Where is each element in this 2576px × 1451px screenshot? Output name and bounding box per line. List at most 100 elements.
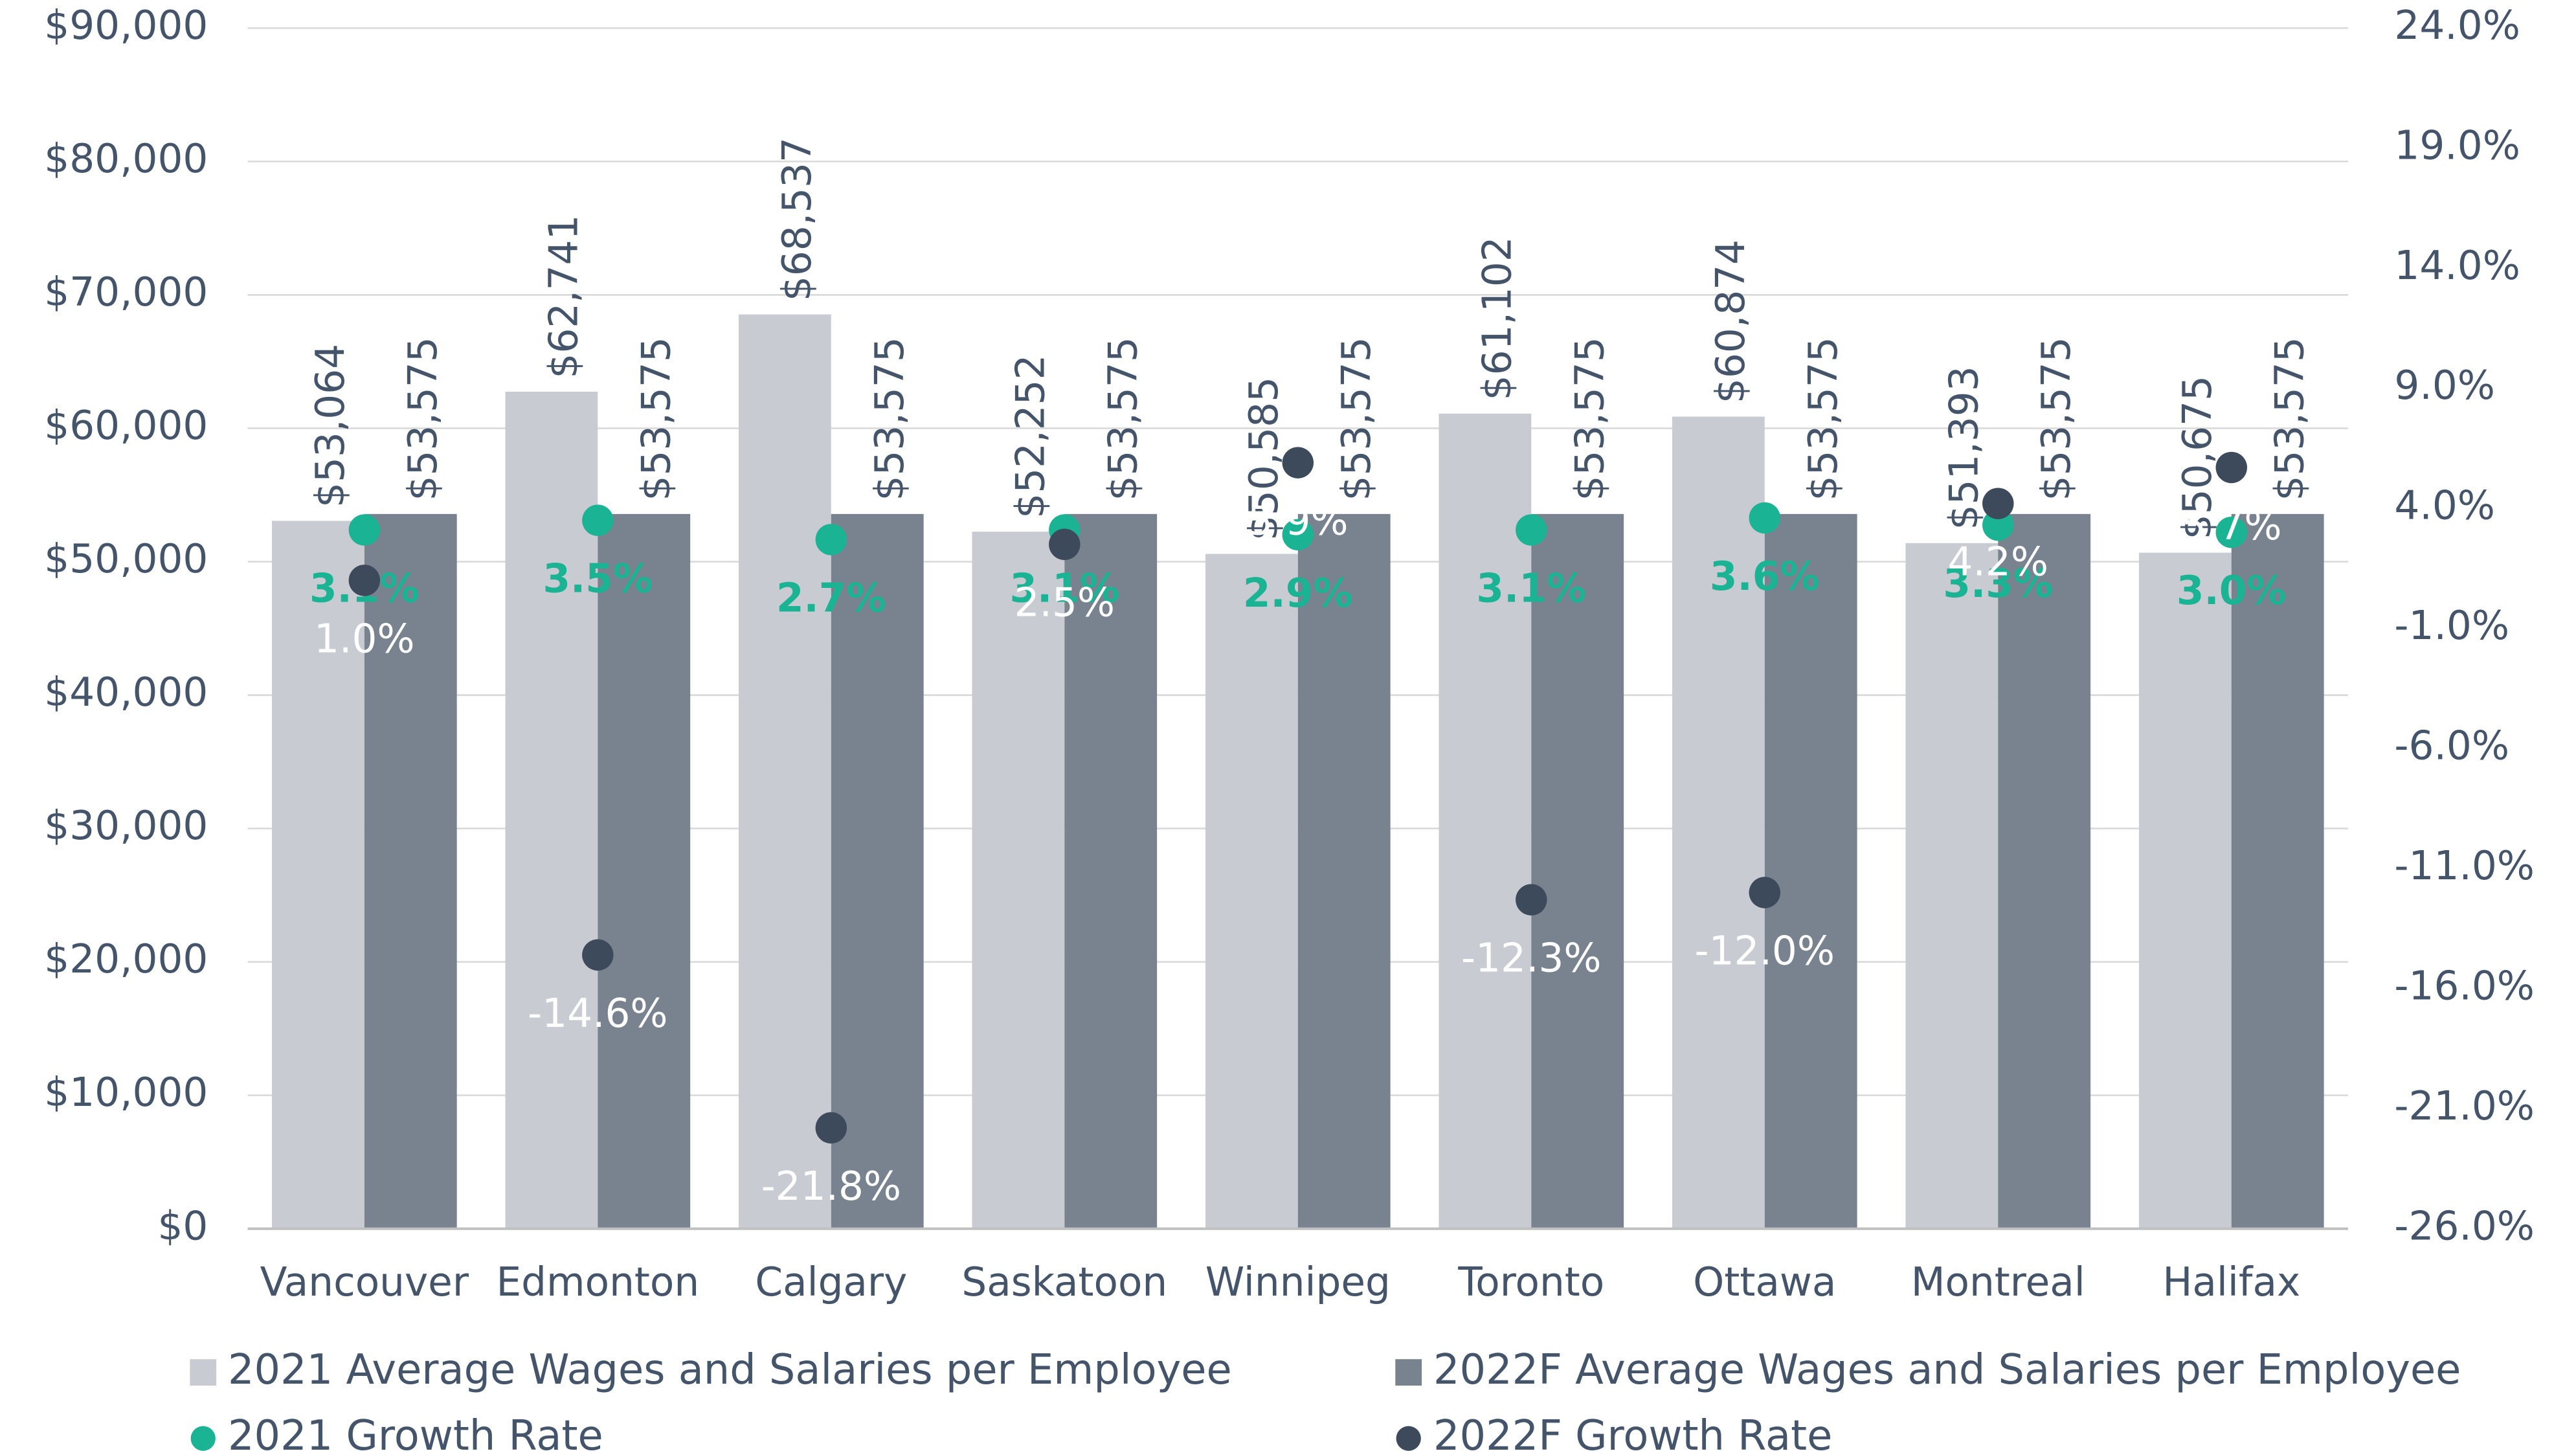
growth-label: 3.1% bbox=[1009, 565, 1119, 611]
growth-label: -12.3% bbox=[1461, 936, 1602, 982]
growth-label: -14.6% bbox=[528, 991, 668, 1037]
bar-value-label: $53,575 bbox=[2033, 337, 2079, 501]
bar bbox=[1064, 513, 1158, 1229]
growth-label: 2.5% bbox=[1014, 580, 1115, 626]
bar-value-label: $60,874 bbox=[1708, 240, 1754, 403]
y2-tick-label: -16.0% bbox=[2394, 963, 2535, 1009]
growth-dot bbox=[815, 524, 847, 556]
growth-label: -12.0% bbox=[1695, 928, 1835, 974]
legend-label: 2022F Growth Rate bbox=[1433, 1412, 1832, 1451]
bar bbox=[1998, 513, 2091, 1229]
growth-label: 4.2% bbox=[1948, 539, 2049, 585]
x-tick-label: Toronto bbox=[1457, 1259, 1604, 1305]
growth-dot bbox=[2215, 516, 2247, 548]
growth-label: 2.7% bbox=[776, 575, 886, 621]
bar bbox=[831, 513, 924, 1229]
growth-dot bbox=[1282, 519, 1314, 551]
x-tick-label: Montreal bbox=[1911, 1259, 2085, 1305]
bar bbox=[2231, 513, 2324, 1229]
growth-dot bbox=[815, 1112, 847, 1144]
bar bbox=[1531, 513, 1624, 1229]
bar bbox=[972, 532, 1065, 1229]
y2-tick-label: 14.0% bbox=[2394, 243, 2520, 289]
bar-value-label: $52,252 bbox=[1007, 355, 1053, 519]
bar-value-label: $53,575 bbox=[2267, 337, 2313, 501]
bar-value-label: $53,575 bbox=[1800, 337, 1846, 501]
y2-tick-label: 9.0% bbox=[2394, 363, 2495, 409]
bar bbox=[738, 314, 831, 1229]
y-tick-label: $10,000 bbox=[44, 1070, 208, 1116]
legend-label: 2021 Average Wages and Salaries per Empl… bbox=[228, 1346, 1232, 1394]
bar bbox=[1764, 513, 1857, 1229]
bar-value-label: $53,575 bbox=[1100, 337, 1146, 501]
y-tick-label: $30,000 bbox=[44, 803, 208, 849]
y2-tick-label: -1.0% bbox=[2394, 603, 2509, 649]
growth-label: 1.0% bbox=[314, 616, 415, 662]
x-tick-label: Vancouver bbox=[260, 1259, 469, 1305]
growth-label: 2.9% bbox=[1243, 570, 1353, 616]
bar bbox=[272, 521, 364, 1229]
bar-value-label: $50,675 bbox=[2175, 376, 2221, 539]
bar-value-label: $61,102 bbox=[1474, 236, 1520, 400]
bar bbox=[598, 513, 691, 1229]
growth-dot bbox=[1749, 877, 1781, 908]
y-tick-label: $80,000 bbox=[44, 136, 208, 182]
growth-dot bbox=[582, 939, 614, 971]
x-tick-label: Halifax bbox=[2162, 1259, 2300, 1305]
growth-dot bbox=[582, 504, 614, 536]
y2-tick-label: -21.0% bbox=[2394, 1083, 2535, 1129]
y2-tick-label: 24.0% bbox=[2394, 3, 2520, 49]
legend-swatch bbox=[190, 1359, 217, 1386]
bar-value-label: $51,393 bbox=[1941, 366, 1987, 530]
x-tick-label: Winnipeg bbox=[1205, 1259, 1391, 1305]
x-tick-label: Edmonton bbox=[497, 1259, 700, 1305]
growth-dot bbox=[1982, 509, 2014, 541]
bar-value-label: $53,575 bbox=[633, 337, 679, 501]
bar bbox=[2138, 552, 2232, 1229]
x-tick-label: Calgary bbox=[755, 1259, 907, 1305]
y-tick-label: $70,000 bbox=[44, 269, 208, 315]
growth-label: 3.0% bbox=[2177, 568, 2287, 614]
growth-dot bbox=[1749, 502, 1781, 534]
bar-value-label: $53,575 bbox=[867, 337, 913, 501]
y2-tick-label: -26.0% bbox=[2394, 1203, 2535, 1249]
growth-dot bbox=[1049, 528, 1081, 560]
growth-dot bbox=[1516, 884, 1547, 916]
y-tick-label: $60,000 bbox=[44, 403, 208, 449]
y-tick-label: $90,000 bbox=[44, 3, 208, 49]
bar bbox=[1672, 416, 1765, 1229]
growth-dot bbox=[348, 565, 381, 596]
growth-dot bbox=[348, 514, 381, 546]
growth-dot bbox=[2215, 451, 2247, 484]
growth-dot bbox=[1282, 447, 1314, 478]
x-tick-label: Saskatoon bbox=[961, 1259, 1167, 1305]
bar bbox=[505, 391, 598, 1229]
legend-label: 2022F Average Wages and Salaries per Emp… bbox=[1433, 1346, 2461, 1394]
growth-label: 3.1% bbox=[1476, 565, 1586, 611]
growth-label: -21.8% bbox=[761, 1164, 902, 1209]
bar bbox=[1905, 543, 1999, 1229]
growth-dot bbox=[1516, 514, 1547, 546]
growth-label: 3.5% bbox=[543, 556, 653, 602]
y2-tick-label: 19.0% bbox=[2394, 122, 2520, 168]
growth-label: 3.3% bbox=[1943, 561, 2053, 607]
growth-label: 5.7% bbox=[2181, 503, 2282, 549]
y2-tick-label: -11.0% bbox=[2394, 843, 2535, 889]
bar-value-label: $62,741 bbox=[541, 214, 587, 378]
y2-tick-label: 4.0% bbox=[2394, 483, 2495, 529]
growth-label: 5.9% bbox=[1248, 499, 1349, 545]
y2-tick-label: -6.0% bbox=[2394, 723, 2509, 769]
growth-label: 3.6% bbox=[1710, 554, 1820, 600]
y-tick-label: $40,000 bbox=[44, 669, 208, 715]
legend-label: 2021 Growth Rate bbox=[228, 1412, 603, 1451]
growth-dot bbox=[1982, 488, 2014, 519]
bar bbox=[364, 513, 457, 1229]
y-tick-label: $50,000 bbox=[44, 536, 208, 582]
bar-value-label: $53,575 bbox=[1567, 337, 1613, 501]
bar bbox=[1205, 554, 1298, 1229]
x-tick-label: Ottawa bbox=[1693, 1259, 1836, 1305]
legend-swatch bbox=[190, 1426, 216, 1451]
y-tick-label: $0 bbox=[157, 1203, 208, 1249]
